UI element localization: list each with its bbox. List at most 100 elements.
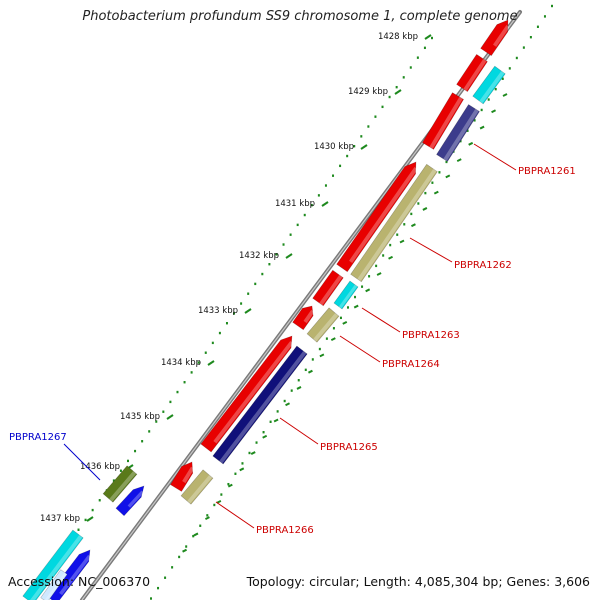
inner-tick (410, 223, 416, 228)
scale-dot (197, 361, 200, 364)
scale-dot (353, 144, 356, 148)
inner-ring-dot (389, 243, 392, 247)
inner-tick (296, 386, 302, 390)
inner-ring-dot (494, 87, 497, 91)
inner-tick (330, 337, 336, 342)
inner-ring-dot (276, 410, 279, 413)
scale-dot (112, 479, 115, 482)
gene-label: PBPRA1266 (256, 525, 314, 536)
gene-forward[interactable] (312, 269, 344, 307)
gene-forward[interactable] (170, 459, 197, 492)
inner-ring-dot (417, 202, 420, 205)
gene-blue[interactable] (115, 482, 148, 517)
scale-dot (211, 341, 214, 345)
scale-dot (233, 312, 236, 315)
gene-reverse-slate[interactable] (436, 104, 480, 162)
inner-ring-dot (346, 306, 349, 309)
scale-dot (275, 253, 278, 256)
scale-dot (360, 135, 363, 138)
gene-pale-partial[interactable] (40, 569, 68, 603)
gene-forward[interactable] (456, 53, 488, 93)
inner-ring-dot (536, 25, 539, 28)
gene-forward[interactable] (200, 332, 297, 453)
scale-dot (388, 95, 391, 99)
inner-ring-dot (522, 46, 525, 49)
gene-forward[interactable] (422, 92, 464, 150)
scale-dot (218, 331, 221, 335)
gene-cyan-partial[interactable] (22, 529, 84, 604)
inner-tick (227, 483, 233, 488)
kbp-label: 1432 kbp (239, 251, 279, 261)
scale-dot (332, 174, 335, 177)
kbp-label: 1435 kbp (120, 412, 160, 422)
scale-dot (247, 292, 250, 295)
scale-dot (119, 469, 122, 472)
gene-label: PBPRA1265 (320, 442, 378, 453)
inner-ring-dot (192, 534, 195, 538)
scale-dot (303, 213, 306, 217)
scale-dot (91, 508, 94, 512)
gene-reverse-cyan[interactable] (472, 65, 506, 105)
map-title: Photobacterium profundum SS9 chromosome … (82, 9, 518, 24)
gene-reverse[interactable] (212, 345, 308, 465)
inner-ring-dot (543, 15, 546, 18)
gene-forward[interactable] (292, 302, 318, 331)
inner-ring-dot (185, 545, 188, 548)
inner-ring-dot (150, 597, 153, 600)
inner-ring-dot (164, 576, 167, 579)
gene-olive[interactable] (102, 465, 138, 503)
inner-ring-dot (213, 503, 216, 507)
gene-label-leader (473, 143, 517, 171)
inner-ring-dot (459, 139, 462, 143)
kbp-tick (244, 308, 252, 314)
scale-dot (317, 194, 320, 197)
scale-dot (225, 322, 228, 325)
inner-ring-dot (332, 327, 335, 330)
inner-ring-dot (410, 212, 413, 216)
inner-ring-dot (515, 56, 518, 60)
inner-ring-dot (445, 160, 448, 164)
gene-reverse-tan[interactable] (306, 307, 340, 343)
scale-dot (268, 263, 271, 266)
gene-label-leader (409, 237, 453, 263)
gene-reverse-tan[interactable] (350, 163, 438, 283)
kbp-label: 1430 kbp (314, 142, 354, 152)
gene-reverse-cyan[interactable] (333, 280, 359, 310)
inner-ring-dot (290, 389, 293, 392)
kbp-tick (424, 34, 432, 40)
scale-dot (77, 528, 80, 531)
inner-ring-dot (178, 555, 181, 559)
kbp-label: 1434 kbp (161, 358, 201, 368)
inner-ring-dot (551, 4, 553, 8)
inner-ring-dot (396, 233, 399, 236)
scale-dot (155, 420, 158, 423)
inner-ring-dot (311, 358, 314, 361)
gene-reverse-tan[interactable] (180, 469, 214, 505)
scale-dot (339, 164, 342, 168)
inner-ring-dot (220, 493, 223, 496)
scale-dot (84, 518, 87, 522)
inner-ring-dot (206, 514, 209, 517)
scale-dot (134, 449, 137, 453)
inner-tick (456, 158, 462, 162)
scale-dot (162, 410, 165, 413)
scale-dot (282, 243, 285, 246)
kbp-label: 1437 kbp (40, 514, 80, 524)
scale-dot (367, 125, 370, 128)
gene-forward[interactable] (480, 16, 514, 57)
inner-ring-dot (262, 430, 265, 434)
scale-dot (381, 105, 384, 109)
gene-forward[interactable] (336, 158, 422, 273)
gene-label: PBPRA1263 (402, 330, 460, 341)
kbp-tick (86, 516, 94, 522)
inner-ring-dot (199, 524, 202, 527)
inner-tick (239, 467, 245, 472)
inner-ring-dot (466, 129, 469, 132)
gene-label-leader (215, 501, 255, 529)
inner-tick (273, 418, 279, 423)
inner-tick (307, 369, 313, 374)
inner-ring-dot (283, 399, 286, 403)
scale-dot (126, 459, 129, 463)
topology-summary: Topology: circular; Length: 4,085,304 bp… (246, 574, 590, 589)
inner-ring-dot (248, 451, 251, 455)
